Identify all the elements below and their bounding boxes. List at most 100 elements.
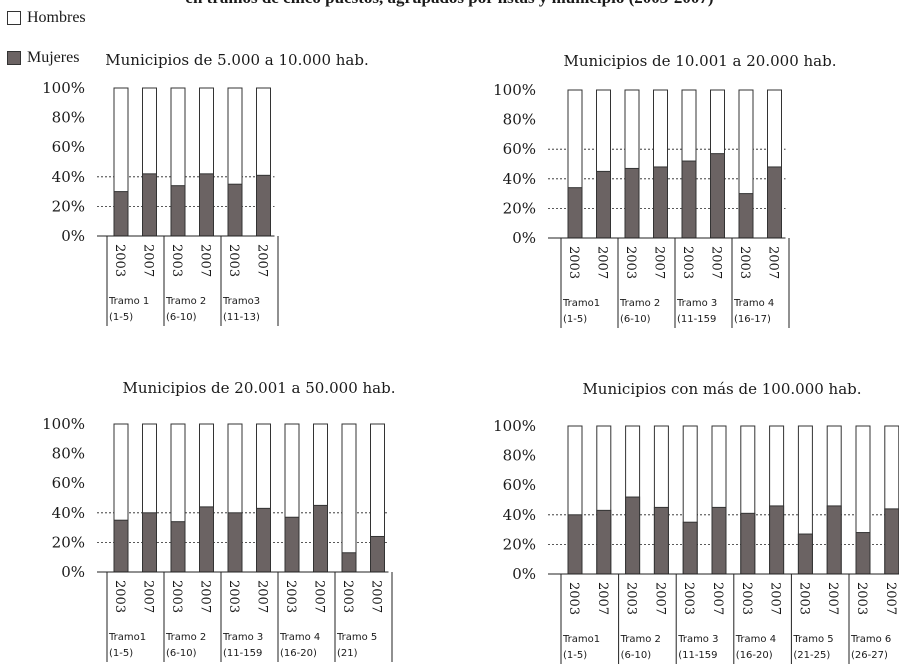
group-label: Tramo1 bbox=[562, 634, 600, 645]
chart-panel-3: Municipios de 20.001 a 50.000 hab. 0% 20% 4… bbox=[42, 379, 396, 662]
bar-mujeres bbox=[596, 509, 612, 575]
x-year-label: 2003 bbox=[112, 244, 127, 277]
x-year-label: 2007 bbox=[766, 246, 781, 279]
y-tick-label: 60% bbox=[503, 140, 536, 158]
group-range-label: (16-17) bbox=[734, 314, 771, 325]
group-range-label: (11-159 bbox=[223, 648, 262, 659]
group-range-label: (16-20) bbox=[736, 650, 773, 661]
group-range-label: (21) bbox=[337, 648, 358, 659]
x-year-label: 2007 bbox=[255, 244, 270, 277]
bar-mujeres bbox=[199, 173, 214, 237]
bar-mujeres bbox=[284, 516, 300, 573]
bar-mujeres bbox=[199, 506, 214, 573]
group-range-label: (6-10) bbox=[621, 650, 652, 661]
x-year-label: 2007 bbox=[369, 580, 384, 613]
bar-mujeres bbox=[256, 507, 271, 573]
bar-mujeres bbox=[625, 496, 641, 575]
chart-panel-4: Municipios con más de 100.000 hab. 0% 20% 4… bbox=[493, 380, 899, 664]
group-range-label: (6-10) bbox=[166, 312, 197, 323]
bar-mujeres bbox=[884, 508, 899, 575]
y-tick-label: 0% bbox=[512, 565, 536, 583]
x-year-label: 2003 bbox=[566, 582, 581, 615]
group-range-label: (21-25) bbox=[793, 650, 830, 661]
y-tick-label: 80% bbox=[503, 447, 536, 465]
group-range-label: (1-5) bbox=[109, 648, 133, 659]
bar-mujeres bbox=[710, 153, 725, 239]
x-year-label: 2003 bbox=[226, 244, 241, 277]
x-year-label: 2007 bbox=[198, 580, 213, 613]
bar-mujeres bbox=[769, 505, 785, 575]
y-tick-label: 80% bbox=[52, 445, 85, 463]
y-tick-label: 20% bbox=[52, 197, 85, 215]
group-label: Tramo 5 bbox=[792, 634, 833, 645]
panel-title: Municipios de 10.001 a 20.000 hab. bbox=[563, 52, 836, 70]
bar-mujeres bbox=[142, 173, 157, 237]
bar-mujeres bbox=[113, 519, 129, 573]
bar-mujeres bbox=[767, 166, 782, 239]
y-tick-label: 0% bbox=[512, 229, 536, 247]
bar-mujeres bbox=[738, 193, 754, 239]
bar-mujeres bbox=[596, 170, 611, 239]
legend-swatch-hombres bbox=[7, 11, 21, 25]
legend-label-mujeres: Mujeres bbox=[27, 49, 80, 66]
bar-mujeres bbox=[256, 174, 271, 237]
legend-label-hombres: Hombres bbox=[27, 9, 86, 26]
bar-mujeres bbox=[227, 183, 243, 237]
x-year-label: 2007 bbox=[312, 580, 327, 613]
x-year-label: 2007 bbox=[652, 246, 667, 279]
group-range-label: (6-10) bbox=[620, 314, 651, 325]
x-year-label: 2007 bbox=[595, 582, 610, 615]
bar-mujeres bbox=[313, 504, 328, 573]
x-year-label: 2003 bbox=[796, 582, 811, 615]
group-label: Tramo 4 bbox=[733, 298, 774, 309]
bar-mujeres bbox=[341, 552, 357, 573]
bar-mujeres bbox=[624, 167, 640, 239]
x-year-label: 2003 bbox=[680, 246, 695, 279]
group-label: Tramo 2 bbox=[620, 634, 661, 645]
group-label: Tramo 4 bbox=[735, 634, 776, 645]
x-year-label: 2003 bbox=[624, 582, 639, 615]
x-year-label: 2003 bbox=[623, 246, 638, 279]
group-range-label: (6-10) bbox=[166, 648, 197, 659]
y-tick-label: 0% bbox=[61, 227, 85, 245]
x-year-label: 2007 bbox=[141, 244, 156, 277]
group-range-label: (1-5) bbox=[109, 312, 133, 323]
x-year-label: 2003 bbox=[340, 580, 355, 613]
group-label: Tramo 2 bbox=[165, 632, 206, 643]
chart-panel-1: Municipios de 5.000 a 10.000 hab. 0% 20% 40… bbox=[42, 51, 369, 326]
group-range-label: (11-159 bbox=[678, 650, 717, 661]
x-year-label: 2007 bbox=[255, 580, 270, 613]
bar-mujeres bbox=[370, 535, 385, 573]
bar-mujeres bbox=[170, 185, 186, 237]
y-tick-label: 20% bbox=[503, 535, 536, 553]
x-year-label: 2007 bbox=[595, 246, 610, 279]
group-label: Tramo 4 bbox=[279, 632, 320, 643]
bar-mujeres bbox=[653, 166, 668, 239]
y-tick-label: 40% bbox=[52, 168, 85, 186]
x-year-label: 2007 bbox=[709, 246, 724, 279]
x-year-label: 2003 bbox=[854, 582, 869, 615]
legend-item-hombres: Hombres bbox=[7, 9, 86, 27]
group-label: Tramo 5 bbox=[336, 632, 377, 643]
group-label: Tramo1 bbox=[108, 632, 146, 643]
y-tick-label: 80% bbox=[52, 109, 85, 127]
x-year-label: 2003 bbox=[112, 580, 127, 613]
y-tick-label: 60% bbox=[52, 474, 85, 492]
panel-title: Municipios de 20.001 a 50.000 hab. bbox=[122, 379, 395, 397]
bar-mujeres bbox=[681, 160, 697, 239]
bar-mujeres bbox=[567, 187, 583, 239]
group-label: Tramo 2 bbox=[619, 298, 660, 309]
bar-mujeres bbox=[227, 512, 243, 573]
x-year-label: 2003 bbox=[737, 246, 752, 279]
bar-mujeres bbox=[797, 533, 813, 575]
group-label: Tramo 1 bbox=[108, 296, 149, 307]
x-year-label: 2003 bbox=[169, 244, 184, 277]
group-range-label: (16-20) bbox=[280, 648, 317, 659]
y-tick-label: 100% bbox=[493, 81, 536, 99]
group-label: Tramo1 bbox=[562, 298, 600, 309]
group-range-label: (1-5) bbox=[563, 650, 587, 661]
y-tick-label: 80% bbox=[503, 111, 536, 129]
y-tick-label: 20% bbox=[503, 199, 536, 217]
bar-mujeres bbox=[682, 521, 698, 575]
panel-title: Municipios con más de 100.000 hab. bbox=[582, 380, 861, 398]
